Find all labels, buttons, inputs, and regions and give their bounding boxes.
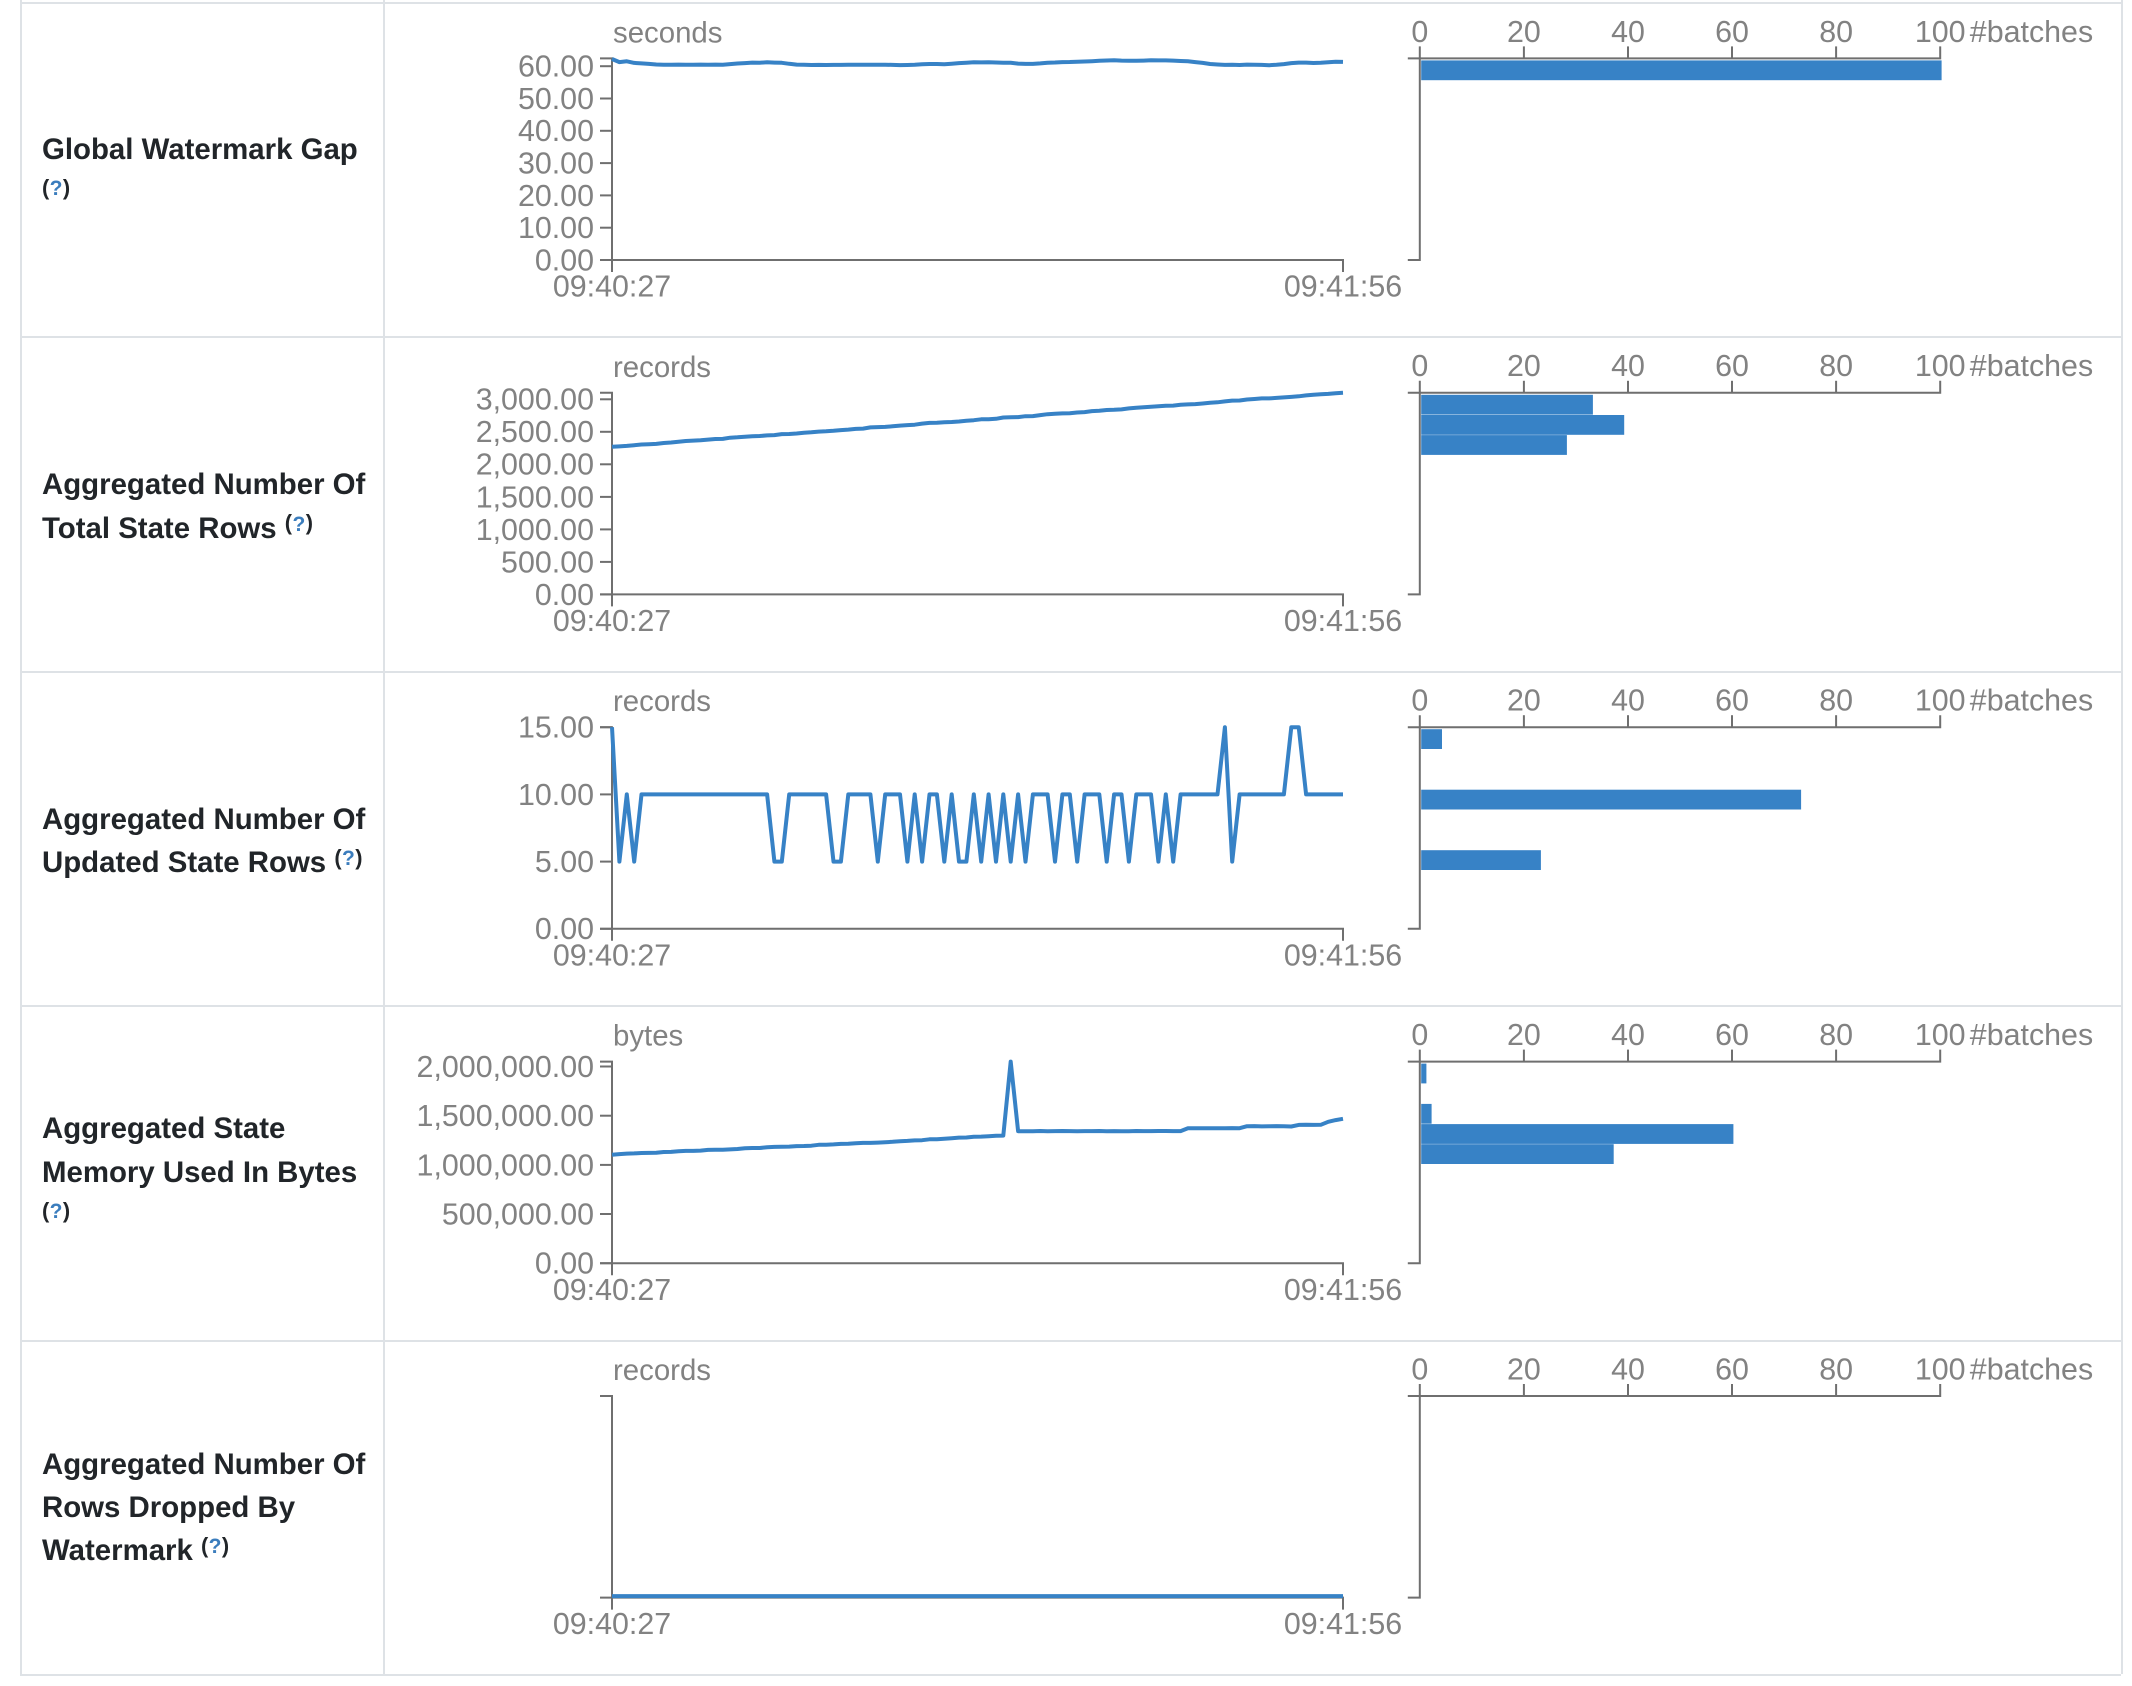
svg-text:bytes: bytes xyxy=(613,1020,683,1053)
svg-text:50.00: 50.00 xyxy=(518,82,594,116)
svg-text:100: 100 xyxy=(1915,349,1966,383)
svg-text:2,000,000.00: 2,000,000.00 xyxy=(417,1050,594,1084)
svg-text:80: 80 xyxy=(1819,15,1853,49)
svg-text:60: 60 xyxy=(1715,15,1749,49)
svg-text:5.00: 5.00 xyxy=(535,845,594,879)
svg-text:40: 40 xyxy=(1611,1352,1645,1386)
svg-text:0.00: 0.00 xyxy=(535,243,594,277)
svg-text:09:40:27: 09:40:27 xyxy=(553,604,671,638)
svg-text:20: 20 xyxy=(1507,349,1541,383)
svg-text:#batches: #batches xyxy=(1970,15,2093,49)
svg-text:0: 0 xyxy=(1411,1352,1428,1386)
svg-text:100: 100 xyxy=(1915,684,1966,718)
svg-text:1,500.00: 1,500.00 xyxy=(476,480,594,514)
svg-text:1,500,000.00: 1,500,000.00 xyxy=(417,1099,594,1133)
svg-text:60: 60 xyxy=(1715,349,1749,383)
svg-text:80: 80 xyxy=(1819,684,1853,718)
svg-text:30.00: 30.00 xyxy=(518,147,594,181)
svg-text:records: records xyxy=(613,351,711,384)
svg-text:100: 100 xyxy=(1915,1352,1966,1386)
svg-text:1,000,000.00: 1,000,000.00 xyxy=(417,1148,594,1182)
svg-text:80: 80 xyxy=(1819,1352,1853,1386)
svg-text:60.00: 60.00 xyxy=(518,50,594,84)
svg-text:40: 40 xyxy=(1611,684,1645,718)
svg-text:0.00: 0.00 xyxy=(535,578,594,612)
svg-text:09:41:56: 09:41:56 xyxy=(1284,1273,1402,1307)
svg-text:20.00: 20.00 xyxy=(518,179,594,213)
svg-text:09:41:56: 09:41:56 xyxy=(1284,1607,1402,1641)
svg-text:records: records xyxy=(613,685,711,718)
svg-text:80: 80 xyxy=(1819,1018,1853,1052)
svg-text:0.00: 0.00 xyxy=(535,912,594,946)
svg-text:09:41:56: 09:41:56 xyxy=(1284,604,1402,638)
svg-text:#batches: #batches xyxy=(1970,1018,2093,1052)
svg-text:09:41:56: 09:41:56 xyxy=(1284,938,1402,972)
svg-text:09:40:27: 09:40:27 xyxy=(553,938,671,972)
svg-text:records: records xyxy=(613,1354,711,1387)
svg-text:3,000.00: 3,000.00 xyxy=(476,383,594,417)
svg-text:60: 60 xyxy=(1715,1018,1749,1052)
svg-text:10.00: 10.00 xyxy=(518,778,594,812)
svg-text:#batches: #batches xyxy=(1970,349,2093,383)
svg-text:0: 0 xyxy=(1411,684,1428,718)
svg-text:20: 20 xyxy=(1507,15,1541,49)
svg-text:09:40:27: 09:40:27 xyxy=(553,1273,671,1307)
svg-text:40: 40 xyxy=(1611,349,1645,383)
svg-text:500.00: 500.00 xyxy=(501,545,594,579)
svg-text:60: 60 xyxy=(1715,684,1749,718)
svg-text:500,000.00: 500,000.00 xyxy=(442,1197,594,1231)
svg-text:20: 20 xyxy=(1507,684,1541,718)
svg-text:2,500.00: 2,500.00 xyxy=(476,415,594,449)
svg-text:100: 100 xyxy=(1915,15,1966,49)
svg-text:10.00: 10.00 xyxy=(518,211,594,245)
svg-text:0: 0 xyxy=(1411,15,1428,49)
svg-text:0: 0 xyxy=(1411,1018,1428,1052)
svg-text:#batches: #batches xyxy=(1970,1352,2093,1386)
svg-text:20: 20 xyxy=(1507,1018,1541,1052)
svg-text:60: 60 xyxy=(1715,1352,1749,1386)
svg-text:100: 100 xyxy=(1915,1018,1966,1052)
svg-text:40: 40 xyxy=(1611,1018,1645,1052)
svg-text:20: 20 xyxy=(1507,1352,1541,1386)
svg-text:0.00: 0.00 xyxy=(535,1247,594,1281)
svg-text:40: 40 xyxy=(1611,15,1645,49)
svg-text:09:41:56: 09:41:56 xyxy=(1284,270,1402,304)
svg-text:2,000.00: 2,000.00 xyxy=(476,448,594,482)
svg-text:40.00: 40.00 xyxy=(518,114,594,148)
svg-text:80: 80 xyxy=(1819,349,1853,383)
svg-text:15.00: 15.00 xyxy=(518,711,594,745)
svg-text:#batches: #batches xyxy=(1970,684,2093,718)
svg-text:09:40:27: 09:40:27 xyxy=(553,270,671,304)
svg-text:1,000.00: 1,000.00 xyxy=(476,513,594,547)
svg-text:seconds: seconds xyxy=(613,16,722,49)
svg-text:09:40:27: 09:40:27 xyxy=(553,1607,671,1641)
svg-text:0: 0 xyxy=(1411,349,1428,383)
